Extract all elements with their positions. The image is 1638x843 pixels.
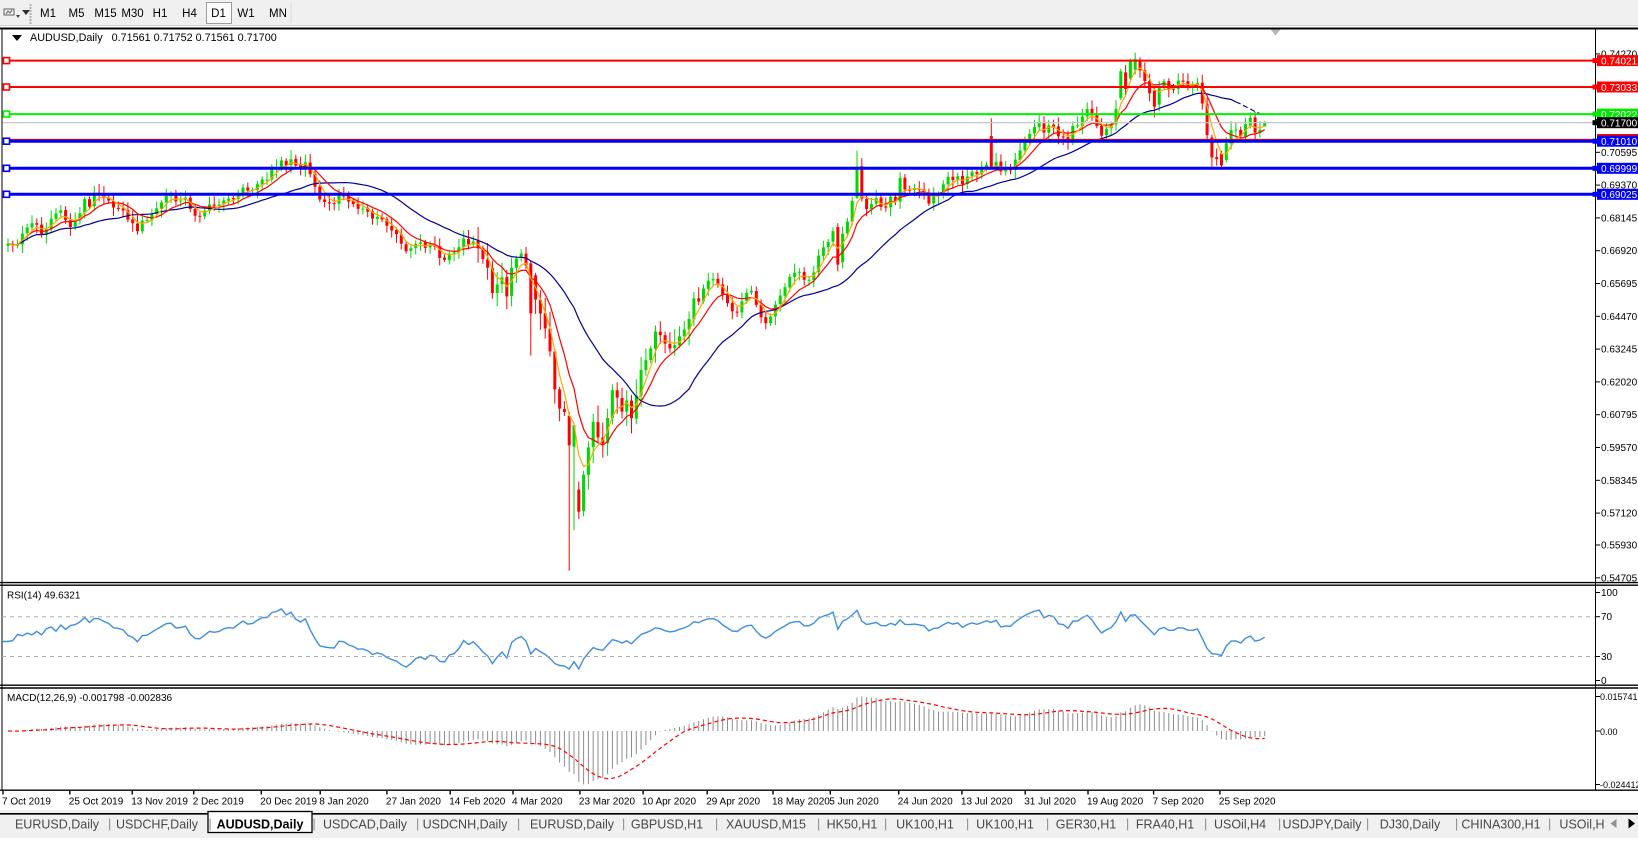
svg-text:|: | — [313, 817, 316, 831]
svg-text:0.55930: 0.55930 — [1601, 541, 1638, 552]
svg-text:0.69025: 0.69025 — [1601, 190, 1638, 201]
svg-text:AUDUSD,Daily: AUDUSD,Daily — [217, 818, 304, 832]
svg-text:0.72022: 0.72022 — [1601, 110, 1638, 121]
svg-text:|: | — [209, 817, 212, 831]
svg-text:|: | — [1126, 817, 1129, 831]
svg-text:GER30,H1: GER30,H1 — [1056, 818, 1116, 832]
svg-text:RSI(14) 49.6321: RSI(14) 49.6321 — [7, 591, 81, 602]
svg-text:GBPUSD,H1: GBPUSD,H1 — [631, 818, 703, 832]
svg-text:|: | — [1455, 817, 1458, 831]
svg-text:2 Dec 2019: 2 Dec 2019 — [193, 797, 245, 808]
svg-text:7 Sep 2020: 7 Sep 2020 — [1153, 797, 1205, 808]
svg-text:M1: M1 — [40, 8, 56, 20]
svg-text:|: | — [1366, 817, 1369, 831]
svg-text:|: | — [517, 817, 520, 831]
svg-text:|: | — [817, 817, 820, 831]
svg-text:|: | — [715, 817, 718, 831]
svg-text:0.57120: 0.57120 — [1601, 509, 1638, 520]
svg-text:0.73033: 0.73033 — [1601, 83, 1638, 94]
svg-text:0.62020: 0.62020 — [1601, 377, 1638, 388]
svg-text:13 Jul 2020: 13 Jul 2020 — [961, 797, 1013, 808]
svg-text:M5: M5 — [69, 8, 85, 20]
svg-text:M30: M30 — [121, 8, 143, 20]
svg-text:0.74270: 0.74270 — [1601, 49, 1638, 60]
svg-text:|: | — [416, 817, 419, 831]
svg-text:0.58345: 0.58345 — [1601, 476, 1638, 487]
svg-text:EURUSD,Daily: EURUSD,Daily — [15, 818, 100, 832]
svg-text:23 Mar 2020: 23 Mar 2020 — [579, 797, 636, 808]
svg-text:0.63245: 0.63245 — [1601, 345, 1638, 356]
svg-text:USOil,H: USOil,H — [1559, 818, 1604, 832]
svg-text:27 Jan 2020: 27 Jan 2020 — [386, 797, 441, 808]
svg-text:M15: M15 — [94, 8, 116, 20]
svg-text:0.00: 0.00 — [1600, 727, 1618, 737]
svg-text:24 Jun 2020: 24 Jun 2020 — [898, 797, 953, 808]
svg-text:25 Sep 2020: 25 Sep 2020 — [1219, 797, 1276, 808]
svg-text:W1: W1 — [237, 8, 254, 20]
svg-text:0.65695: 0.65695 — [1601, 279, 1638, 290]
svg-text:0.69999: 0.69999 — [1601, 164, 1638, 175]
svg-text:25 Oct 2019: 25 Oct 2019 — [69, 797, 124, 808]
svg-text:UK100,H1: UK100,H1 — [976, 818, 1034, 832]
svg-text:70: 70 — [1601, 612, 1613, 623]
svg-text:EURUSD,Daily: EURUSD,Daily — [530, 818, 615, 832]
svg-text:UK100,H1: UK100,H1 — [896, 818, 954, 832]
svg-text:|: | — [1046, 817, 1049, 831]
svg-text:7 Oct 2019: 7 Oct 2019 — [2, 797, 51, 808]
svg-text:USDCHF,Daily: USDCHF,Daily — [116, 818, 199, 832]
svg-text:H1: H1 — [153, 8, 168, 20]
svg-text:H4: H4 — [182, 8, 197, 20]
svg-text:USDJPY,Daily: USDJPY,Daily — [1283, 818, 1363, 832]
svg-text:0.71010: 0.71010 — [1601, 137, 1638, 148]
svg-text:20 Dec 2019: 20 Dec 2019 — [260, 797, 317, 808]
svg-text:0.64470: 0.64470 — [1601, 312, 1638, 323]
svg-text:31 Jul 2020: 31 Jul 2020 — [1024, 797, 1076, 808]
svg-text:FRA40,H1: FRA40,H1 — [1136, 818, 1194, 832]
svg-text:AUDUSD,Daily 0.71561 0.71752: AUDUSD,Daily 0.71561 0.71752 0.71561 0.7… — [30, 32, 277, 44]
svg-text:USOil,H4: USOil,H4 — [1214, 818, 1266, 832]
svg-text:0.70595: 0.70595 — [1601, 148, 1638, 159]
svg-text:8 Jan 2020: 8 Jan 2020 — [319, 797, 369, 808]
svg-text:0: 0 — [1601, 676, 1607, 687]
svg-text:DJ30,Daily: DJ30,Daily — [1380, 818, 1441, 832]
svg-text:HK50,H1: HK50,H1 — [827, 818, 878, 832]
svg-text:-0.024412: -0.024412 — [1600, 780, 1638, 790]
svg-text:|: | — [622, 817, 625, 831]
svg-text:13 Nov 2019: 13 Nov 2019 — [131, 797, 188, 808]
svg-text:14 Feb 2020: 14 Feb 2020 — [449, 797, 506, 808]
svg-text:USDCAD,Daily: USDCAD,Daily — [323, 818, 408, 832]
svg-text:XAUUSD,M15: XAUUSD,M15 — [726, 818, 806, 832]
svg-text:5 Jun 2020: 5 Jun 2020 — [829, 797, 879, 808]
svg-text:|: | — [1204, 817, 1207, 831]
svg-text:0.68145: 0.68145 — [1601, 213, 1638, 224]
svg-text:|: | — [1548, 817, 1551, 831]
svg-text:MACD(12,26,9) -0.001798 -0.002: MACD(12,26,9) -0.001798 -0.002836 — [7, 693, 173, 704]
svg-text:29 Apr 2020: 29 Apr 2020 — [706, 797, 760, 808]
svg-text:100: 100 — [1601, 588, 1618, 599]
svg-text:0.60795: 0.60795 — [1601, 410, 1638, 421]
svg-text:D1: D1 — [211, 8, 226, 20]
svg-text:10 Apr 2020: 10 Apr 2020 — [642, 797, 696, 808]
svg-text:|: | — [884, 817, 887, 831]
svg-text:0.66920: 0.66920 — [1601, 246, 1638, 257]
svg-text:|: | — [1278, 817, 1281, 831]
svg-text:0.015741: 0.015741 — [1600, 692, 1638, 702]
svg-text:|: | — [966, 817, 969, 831]
svg-text:0.74021: 0.74021 — [1601, 56, 1638, 67]
svg-text:|: | — [108, 817, 111, 831]
svg-text:0.59570: 0.59570 — [1601, 443, 1638, 454]
svg-text:30: 30 — [1601, 652, 1613, 663]
svg-text:19 Aug 2020: 19 Aug 2020 — [1087, 797, 1144, 808]
svg-text:4 Mar 2020: 4 Mar 2020 — [512, 797, 563, 808]
svg-text:USDCNH,Daily: USDCNH,Daily — [423, 818, 508, 832]
svg-text:0.71700: 0.71700 — [1601, 119, 1638, 130]
svg-text:0.54705: 0.54705 — [1601, 573, 1638, 584]
svg-text:MN: MN — [269, 8, 287, 20]
svg-text:0.69370: 0.69370 — [1601, 181, 1638, 192]
svg-text:CHINA300,H1: CHINA300,H1 — [1461, 818, 1540, 832]
svg-text:18 May 2020: 18 May 2020 — [772, 797, 830, 808]
